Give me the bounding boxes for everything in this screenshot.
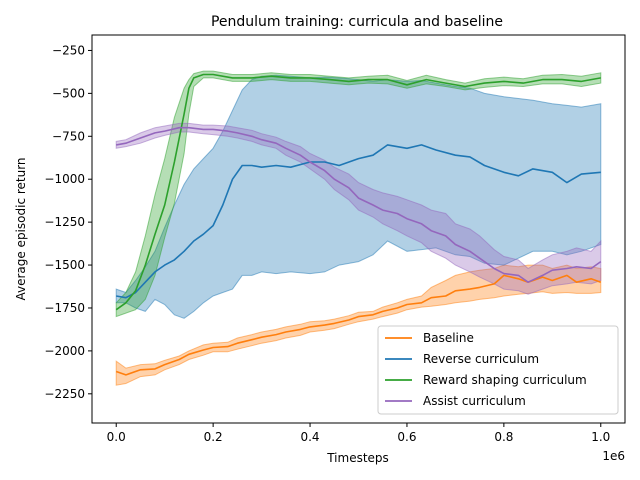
y-tick-label: −750 xyxy=(52,129,85,143)
y-tick-label: −1500 xyxy=(44,258,85,272)
legend: Baseline Reverse curriculum Reward shaping… xyxy=(377,325,619,415)
series-lines xyxy=(115,73,602,376)
line-baseline xyxy=(115,274,602,376)
line-reward-shaping-curriculum xyxy=(115,73,601,311)
y-axis-label: Average episodic return xyxy=(14,157,28,300)
band-reward-shaping-curriculum xyxy=(115,70,602,318)
x-axis-offset-label: 1e6 xyxy=(602,449,625,463)
chart-title: Pendulum training: curricula and baselin… xyxy=(211,14,503,30)
x-tick-label: 0.8 xyxy=(494,430,513,444)
y-tick-label: −250 xyxy=(52,43,85,57)
x-tick-label: 0.4 xyxy=(300,430,319,444)
legend-box xyxy=(377,325,619,415)
x-tick-label: 0.0 xyxy=(107,430,126,444)
band-assist-curriculum xyxy=(115,122,602,295)
y-tick-label: −1000 xyxy=(44,172,85,186)
legend-entry-assist-curriculum: Assist curriculum xyxy=(423,394,526,408)
y-tick-label: −500 xyxy=(52,86,85,100)
plot-frame xyxy=(91,34,626,424)
line-assist-curriculum xyxy=(116,126,602,284)
x-axis-label: Timesteps xyxy=(326,451,389,465)
y-tick-label: −2250 xyxy=(44,387,85,401)
y-tick-label: −1750 xyxy=(44,301,85,315)
legend-entry-reverse-curriculum: Reverse curriculum xyxy=(423,352,539,366)
legend-entry-baseline: Baseline xyxy=(423,331,474,345)
x-axis: 0.0 0.2 0.4 0.6 0.8 1.0 xyxy=(107,423,610,444)
y-axis: −2250 −2000 −1750 −1500 −1250 −1000 −750 −500 −2… xyxy=(44,43,92,401)
x-tick-label: 0.6 xyxy=(397,430,416,444)
legend-entry-reward-shaping-curriculum: Reward shaping curriculum xyxy=(423,373,587,387)
band-baseline xyxy=(115,264,602,386)
x-tick-label: 1.0 xyxy=(591,430,610,444)
y-tick-label: −1250 xyxy=(44,215,85,229)
x-tick-label: 0.2 xyxy=(204,430,223,444)
y-tick-label: −2000 xyxy=(44,344,85,358)
